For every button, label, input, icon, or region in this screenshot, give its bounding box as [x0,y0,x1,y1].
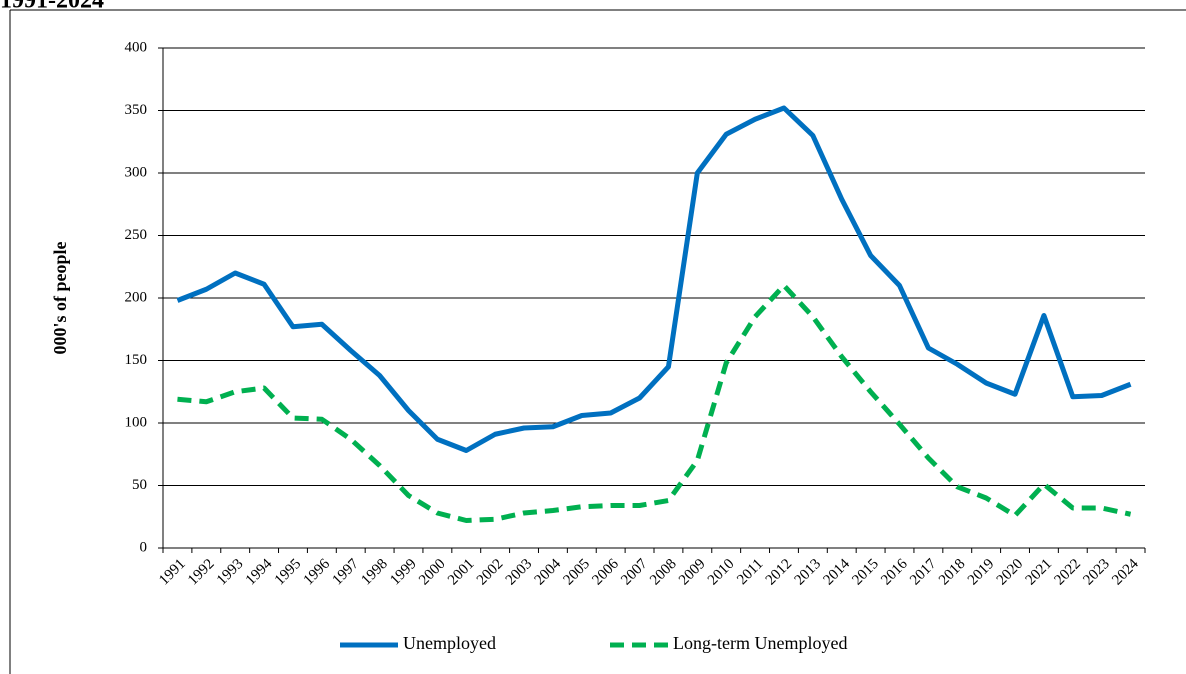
x-tick-label: 2007 [618,556,651,589]
x-tick-label: 2017 [907,556,940,589]
x-tick-label: 1993 [214,556,247,589]
series-line [176,105,1132,453]
x-tick-label: 1999 [387,556,420,589]
legend-label: Unemployed [403,633,496,653]
x-tick-label: 1998 [358,556,391,589]
x-tick-label: 2001 [445,556,478,589]
y-tick-label: 300 [125,164,148,180]
x-tick-label: 2013 [792,556,825,589]
x-tick-label: 2020 [994,556,1027,589]
x-tick-label: 2024 [1109,556,1142,589]
y-tick-label: 400 [125,39,148,55]
x-tick-label: 2000 [416,556,449,589]
chart-title: 1991-2024 [0,0,104,14]
y-tick-label: 150 [125,352,148,368]
x-tick-label: 2005 [561,556,594,589]
y-tick-label: 100 [125,414,148,430]
y-axis-label: 000's of people [50,241,70,354]
legend-label: Long-term Unemployed [673,633,847,653]
x-tick-label: 2022 [1052,556,1085,589]
x-tick-label: 1995 [272,556,305,589]
x-tick-label: 1992 [185,556,218,589]
x-tick-label: 2006 [589,556,622,589]
x-tick-label: 1991 [156,556,189,589]
x-tick-label: 1994 [243,556,276,589]
x-tick-label: 2004 [532,556,565,589]
x-tick-label: 2014 [820,556,853,589]
x-tick-label: 2023 [1080,556,1113,589]
x-tick-label: 2018 [936,556,969,589]
x-tick-label: 2015 [849,556,882,589]
y-tick-label: 350 [125,102,148,118]
x-tick-label: 2011 [734,556,766,588]
x-tick-label: 2021 [1023,556,1056,589]
x-tick-label: 2002 [474,556,507,589]
series-line [177,283,1132,523]
x-tick-label: 2012 [763,556,796,589]
x-tick-label: 1996 [301,556,334,589]
x-tick-label: 2008 [647,556,680,589]
y-tick-label: 200 [125,289,148,305]
x-tick-label: 2009 [676,556,709,589]
x-tick-label: 1997 [329,556,362,589]
x-tick-label: 2010 [705,556,738,589]
y-tick-label: 250 [125,227,148,243]
x-tick-label: 2003 [503,556,536,589]
y-tick-label: 50 [132,477,147,493]
x-tick-label: 2019 [965,556,998,589]
x-tick-label: 2016 [878,556,911,589]
y-tick-label: 0 [140,539,148,555]
